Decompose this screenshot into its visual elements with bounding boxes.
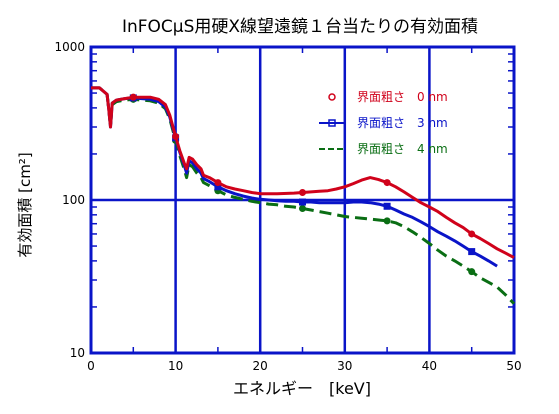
x-tick-label: 40 (422, 359, 437, 373)
series-marker-1 (383, 202, 391, 210)
y-tick-label: 100 (62, 193, 85, 207)
series-marker-2 (299, 204, 306, 212)
y-axis-label: 有効面積 [cm²] (16, 152, 34, 257)
plot-frame (89, 45, 516, 355)
series-line-1 (91, 86, 498, 268)
chart-title: InFOCμS用硬X線望遠鏡１台当たりの有効面積 (122, 17, 478, 37)
series-marker-0 (214, 179, 222, 187)
series-marker-0 (468, 230, 476, 238)
series-marker-2 (383, 217, 391, 225)
legend-label: 界面粗さ 4 nm (357, 142, 448, 156)
y-tick-label: 1000 (54, 40, 85, 54)
x-tick-label: 10 (168, 359, 183, 373)
series-marker-0 (299, 188, 306, 196)
series-marker-0 (172, 133, 180, 141)
x-tick-label: 30 (337, 359, 352, 373)
x-tick-label: 20 (253, 359, 268, 373)
series-marker-1 (299, 198, 306, 206)
series-marker-2 (468, 268, 476, 276)
legend: 界面粗さ 0 nm 界面粗さ 3 nm 界面粗さ 4 nm (319, 90, 448, 156)
legend-label: 界面粗さ 3 nm (357, 116, 448, 130)
legend-marker (328, 93, 336, 101)
legend-label: 界面粗さ 0 nm (357, 90, 448, 104)
series-marker-0 (383, 179, 391, 187)
series-line-0 (91, 86, 515, 259)
legend-marker (328, 119, 336, 127)
y-tick-label: 10 (70, 346, 85, 360)
x-tick-label: 0 (87, 359, 95, 373)
series-marker-1 (214, 183, 222, 191)
x-tick-label: 50 (506, 359, 521, 373)
series-marker-0 (129, 93, 137, 101)
series-marker-1 (468, 248, 476, 256)
series-layer (91, 86, 516, 305)
x-axis-label: エネルギー [keV] (233, 379, 371, 398)
